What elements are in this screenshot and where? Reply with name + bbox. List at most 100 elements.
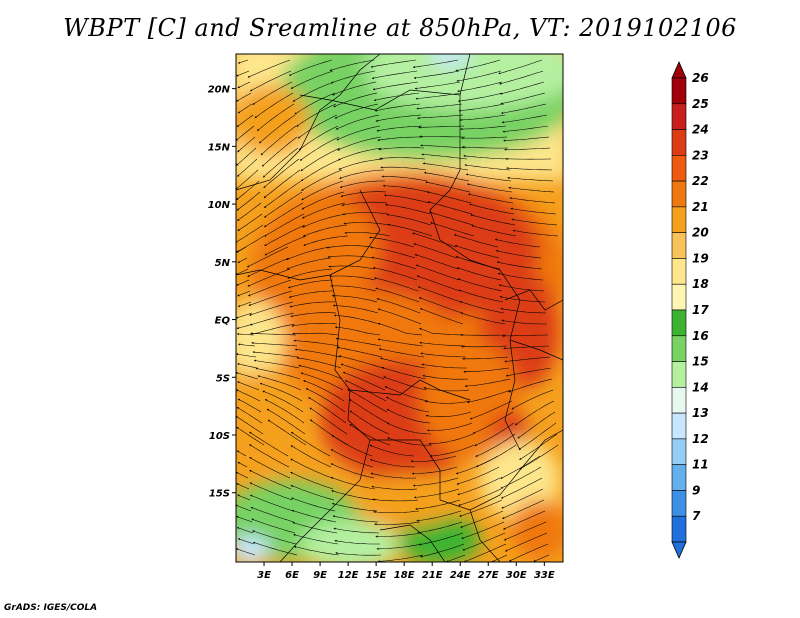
streamline [259,382,303,402]
streamline [373,92,420,102]
streamline [236,483,250,490]
streamline [456,70,502,82]
streamline [298,364,343,380]
streamline [496,261,543,270]
streamline [374,521,421,526]
streamline [258,114,296,144]
streamline [299,136,340,161]
streamline [303,235,349,246]
streamline [236,70,250,77]
streamline [426,191,472,204]
streamline [237,461,248,468]
streamline [463,367,510,373]
streamline [464,378,511,388]
streamline [292,521,338,534]
streamline [334,103,379,119]
streamline [466,389,512,404]
streamline [236,92,252,102]
streamline [237,381,260,391]
streamline [339,180,385,189]
wbpt-region [430,54,470,66]
streamline [375,114,422,122]
streamline [255,367,301,380]
colorbar-swatch [671,206,687,233]
streamline [471,224,517,237]
streamline [371,70,418,80]
streamline [377,338,424,347]
streamline [460,510,504,528]
streamline [293,545,340,556]
streamline [252,541,298,556]
colorbar-label: 18 [692,277,709,291]
streamline [454,244,500,259]
colorbar-label: 24 [692,123,709,137]
streamline [236,202,262,221]
streamline [501,103,547,115]
streamline [249,312,295,326]
streamline [237,59,249,64]
colorbar-swatch [671,309,687,337]
streamline [249,494,294,512]
streamline [248,290,293,306]
streamline [459,301,505,314]
streamline [294,348,341,358]
streamline [296,356,342,369]
colorbar-label: 12 [692,432,709,446]
streamline [429,444,475,458]
streamline [236,125,255,141]
colorbar: 26 25 24 23 22 21 20 19 18 17 16 15 14 13 12 11 9 7 [671,61,709,559]
streamline [370,472,417,479]
streamline [370,246,416,259]
streamline [415,499,461,511]
colorbar-label: 26 [692,71,709,85]
streamline [338,355,384,369]
streamline [326,245,373,249]
streamline [252,81,293,105]
streamline [264,224,306,246]
streamline [466,183,513,193]
lat-tick-label: EQ [215,316,231,327]
streamline [502,499,545,519]
streamline [236,515,253,523]
streamline [339,169,385,179]
streamline [329,59,375,72]
streamline [416,103,463,110]
streamline [504,356,551,363]
streamline [236,415,264,435]
streamline [459,114,506,122]
streamline [420,352,467,358]
streamline [330,476,376,490]
streamline [342,371,386,391]
streamline [308,397,347,424]
streamline [384,386,429,402]
streamline [372,81,419,91]
colorbar-label: 13 [692,406,709,420]
streamline [305,388,346,413]
lon-tick-label: 15E [366,570,387,581]
streamline [380,166,427,171]
colorbar-label: 11 [692,458,709,472]
colorbar-label: 7 [692,509,701,523]
streamline [344,380,387,402]
streamline [504,532,548,552]
streamline [413,70,460,79]
streamline [373,510,420,513]
streamline [246,246,289,268]
streamline [237,398,262,413]
streamline [414,81,461,90]
streamline [375,532,422,538]
streamline [533,554,550,562]
streamline [375,287,420,303]
streamline [290,472,334,490]
streamline [369,444,415,457]
streamline [457,278,503,292]
streamline [340,191,387,198]
streamline [515,400,555,426]
colorbar-label: 19 [692,251,709,265]
streamline [468,193,514,204]
streamline [253,359,300,369]
map-frame [235,53,564,563]
streamline [423,386,470,392]
streamline [236,279,250,286]
streamline [500,466,542,489]
